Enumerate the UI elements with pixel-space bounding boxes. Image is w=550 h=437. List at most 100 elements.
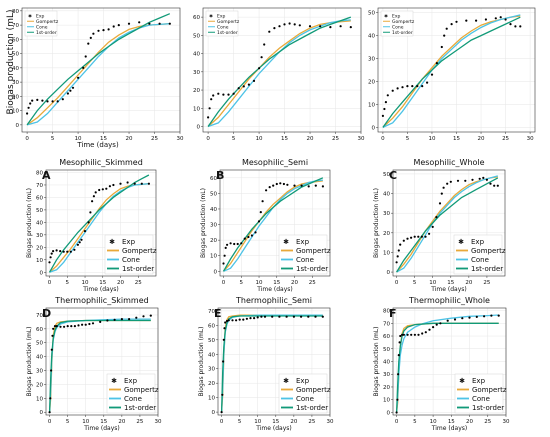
data-point — [485, 178, 488, 181]
legend-label: Gompertz — [296, 247, 331, 255]
panel-9: 0 10 20 30 40 50 60 70 80 0 5 10 15 20 25 30 Time (days)… — [373, 296, 510, 432]
data-point — [107, 28, 110, 31]
data-point — [519, 25, 522, 28]
x-tick-label: 15 — [281, 136, 288, 142]
data-point — [314, 315, 317, 318]
data-point — [126, 181, 129, 184]
y-tick-label: 30 — [368, 57, 375, 63]
data-point — [226, 243, 229, 246]
y-tick-label: 30 — [208, 367, 215, 373]
series-points-exp — [220, 315, 324, 414]
data-point — [63, 325, 66, 328]
data-point — [26, 112, 29, 115]
data-point — [256, 316, 259, 319]
data-point — [120, 318, 123, 321]
data-point — [84, 55, 87, 58]
y-tick-label: 40 — [12, 66, 19, 72]
data-point — [420, 235, 423, 238]
plot-frame — [45, 169, 157, 277]
data-point — [439, 322, 442, 325]
x-tick-label: 25 — [484, 419, 491, 425]
y-tick-label: 40 — [383, 360, 390, 366]
data-point — [493, 184, 496, 187]
legend-label: Gompertz — [296, 386, 331, 394]
y-tick-label: 0 — [387, 270, 391, 276]
legend-label: Exp — [36, 13, 45, 19]
x-tick-label: 25 — [151, 136, 158, 142]
panel-title: Mesophilic_Whole — [413, 158, 484, 167]
x-tick-label: 20 — [307, 136, 314, 142]
x-tick-label: 10 — [256, 136, 263, 142]
data-point — [27, 106, 30, 109]
data-point — [329, 26, 332, 29]
y-tick-label: 0 — [372, 125, 376, 131]
y-tick-label: 0 — [387, 410, 391, 416]
data-point — [446, 319, 449, 322]
data-point — [119, 182, 122, 185]
series-line-1st-order — [48, 174, 150, 273]
legend-label: Cone — [36, 24, 48, 30]
y-tick-label: 20 — [36, 382, 43, 388]
panel-title: Thermophilic_Whole — [408, 296, 490, 305]
x-tick-label: 10 — [254, 419, 261, 425]
data-point — [383, 107, 386, 111]
data-point — [229, 242, 232, 245]
panel-8: 0 10 20 30 40 50 60 70 0 5 10 15 20 25 30 Time (days) Bi… — [198, 296, 334, 432]
panel-letter: D — [42, 307, 51, 320]
data-point — [62, 250, 65, 253]
y-tick-label: 10 — [383, 250, 390, 256]
data-point — [300, 184, 303, 187]
data-point — [440, 45, 443, 49]
data-point — [69, 250, 72, 253]
y-tick-label: 10 — [36, 258, 43, 264]
y-tick-label: 80 — [36, 170, 43, 176]
data-point — [464, 179, 467, 182]
data-point — [49, 397, 52, 400]
legend-marker-exp: ✱ — [109, 238, 115, 246]
x-axis-label: Time (days) — [430, 286, 466, 293]
data-point — [482, 176, 485, 179]
series-line-cone — [395, 314, 499, 413]
y-tick-label: 20 — [368, 79, 375, 85]
legend-marker-exp: ✱ — [459, 377, 465, 385]
data-point — [399, 243, 402, 246]
legend-label: Cone — [124, 395, 142, 403]
data-point — [149, 314, 152, 317]
series-points-exp — [395, 176, 499, 264]
data-point — [223, 254, 226, 257]
x-tick-label: 10 — [75, 136, 82, 142]
data-point — [421, 332, 424, 335]
data-point — [225, 319, 229, 323]
series-line-gompertz — [26, 23, 170, 126]
data-point — [69, 89, 72, 92]
data-point — [279, 182, 282, 185]
data-point — [406, 333, 409, 336]
data-point — [231, 319, 234, 322]
data-point — [319, 25, 322, 28]
x-tick-label: 20 — [290, 419, 297, 425]
data-point — [271, 315, 274, 318]
data-point — [283, 23, 286, 26]
panel-letter: E — [214, 307, 222, 320]
panel-letter: A — [42, 169, 51, 182]
data-point — [212, 94, 215, 97]
panel-letter: F — [389, 307, 397, 320]
y-tick-label: 60 — [36, 195, 43, 201]
x-tick-label: 0 — [25, 136, 29, 142]
plot-frame — [45, 307, 159, 416]
legend-label: Cone — [296, 256, 314, 264]
data-point — [101, 188, 104, 191]
y-tick-label: 20 — [36, 245, 43, 251]
x-tick-label: 25 — [136, 419, 143, 425]
data-point — [92, 195, 95, 198]
y-tick-label: 50 — [208, 338, 215, 344]
panel-1: 0 10 20 30 40 50 60 70 80 0 5 10 15 20 25 30 ✱ ExpGompert… — [12, 7, 184, 142]
data-point — [410, 333, 413, 336]
data-point — [235, 319, 238, 322]
data-point — [48, 411, 51, 414]
data-point — [113, 318, 116, 321]
data-point — [416, 85, 419, 88]
legend-label: Exp — [471, 238, 485, 246]
data-point — [282, 182, 285, 186]
